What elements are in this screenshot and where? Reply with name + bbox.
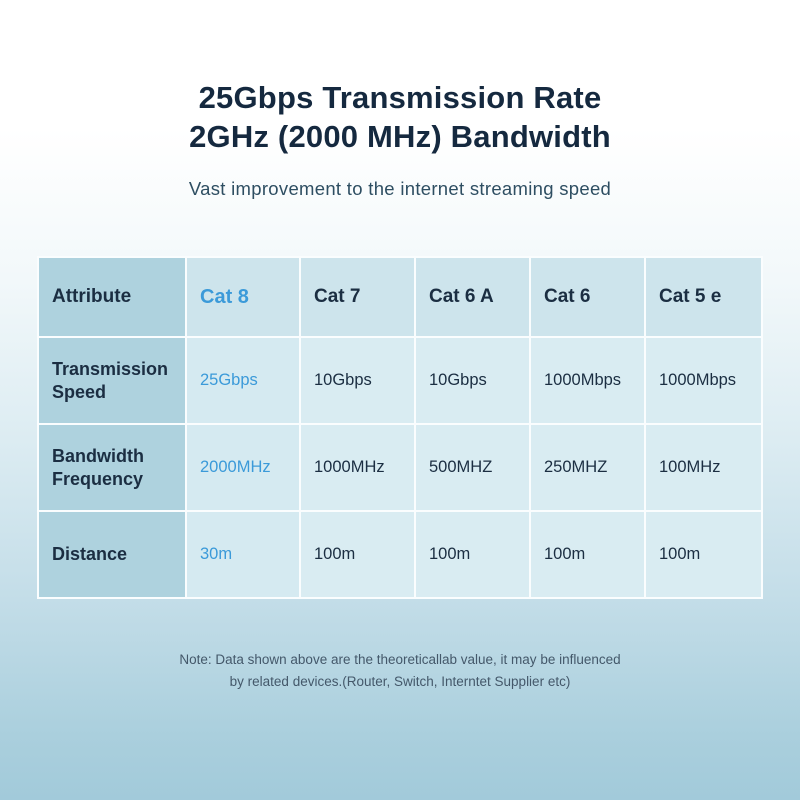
row-label: Distance <box>37 510 187 600</box>
header-cell-cat7: Cat 7 <box>299 256 416 339</box>
title-line-2: 2GHz (2000 MHz) Bandwidth <box>189 119 611 155</box>
cell-value: 100m <box>414 510 531 600</box>
cell-value: 1000Mbps <box>644 336 763 426</box>
cell-value: 10Gbps <box>414 336 531 426</box>
footnote: Note: Data shown above are the theoretic… <box>0 649 800 694</box>
table-row-bandwidth-frequency: Bandwidth Frequency 2000MHz 1000MHz 500M… <box>37 423 763 513</box>
cell-value: 500MHZ <box>414 423 531 513</box>
comparison-table: Attribute Cat 8 Cat 7 Cat 6 A Cat 6 Cat … <box>37 256 763 600</box>
row-label: Transmission Speed <box>37 336 187 426</box>
header-cell-attribute: Attribute <box>37 256 187 339</box>
footnote-line-1: Note: Data shown above are the theoretic… <box>179 652 621 668</box>
cell-value: 100MHz <box>644 423 763 513</box>
row-label: Bandwidth Frequency <box>37 423 187 513</box>
cell-value: 250MHZ <box>529 423 646 513</box>
header-cell-cat6: Cat 6 <box>529 256 646 339</box>
cell-value: 100m <box>644 510 763 600</box>
page-title: 25Gbps Transmission Rate 2GHz (2000 MHz)… <box>0 0 800 156</box>
table-row-transmission-speed: Transmission Speed 25Gbps 10Gbps 10Gbps … <box>37 336 763 426</box>
title-line-1: 25Gbps Transmission Rate <box>198 80 602 115</box>
cell-value: 25Gbps <box>185 336 301 426</box>
footnote-line-2: by related devices.(Router, Switch, Inte… <box>229 674 571 690</box>
cell-value: 100m <box>529 510 646 600</box>
cell-value: 100m <box>299 510 416 600</box>
cell-value: 1000Mbps <box>529 336 646 426</box>
header-cell-cat8: Cat 8 <box>185 256 301 339</box>
subtitle: Vast improvement to the internet streami… <box>188 178 612 200</box>
table-header-row: Attribute Cat 8 Cat 7 Cat 6 A Cat 6 Cat … <box>37 256 763 339</box>
cell-value: 30m <box>185 510 301 600</box>
cell-value: 10Gbps <box>299 336 416 426</box>
header-cell-cat6a: Cat 6 A <box>414 256 531 339</box>
cell-value: 1000MHz <box>299 423 416 513</box>
header-cell-cat5e: Cat 5 e <box>644 256 763 339</box>
table-row-distance: Distance 30m 100m 100m 100m 100m <box>37 510 763 600</box>
cell-value: 2000MHz <box>185 423 301 513</box>
